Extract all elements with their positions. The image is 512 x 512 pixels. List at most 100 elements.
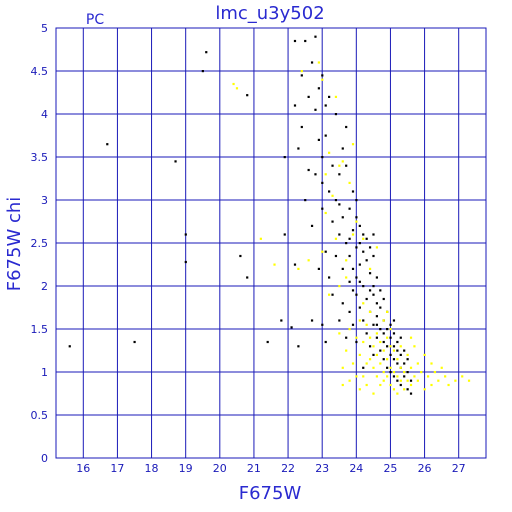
- black-data-point: [321, 156, 324, 159]
- black-data-point: [300, 125, 303, 129]
- yellow-data-point: [351, 233, 355, 236]
- black-data-point: [297, 345, 300, 348]
- black-data-point: [362, 250, 365, 253]
- black-data-point: [399, 353, 402, 356]
- black-data-point: [324, 134, 327, 137]
- black-data-point: [351, 289, 355, 292]
- black-data-point: [351, 267, 355, 270]
- yellow-data-point: [331, 194, 334, 197]
- yellow-data-point: [358, 388, 361, 391]
- yellow-data-point: [232, 82, 235, 86]
- yellow-data-point: [365, 383, 368, 387]
- yellow-data-point: [317, 61, 320, 64]
- black-data-point: [372, 254, 375, 258]
- yellow-data-point: [392, 388, 396, 391]
- yellow-data-point: [338, 285, 341, 288]
- black-data-point: [106, 143, 109, 146]
- black-data-point: [403, 349, 406, 352]
- black-data-point: [317, 267, 320, 270]
- black-data-point: [368, 345, 372, 348]
- yellow-data-point: [341, 160, 344, 163]
- black-data-point: [345, 336, 348, 339]
- yellow-data-point: [403, 388, 406, 391]
- yellow-data-point: [396, 392, 399, 395]
- y-tick-label: 1: [41, 366, 48, 379]
- yellow-data-point: [396, 375, 399, 378]
- yellow-data-point: [413, 345, 416, 348]
- black-data-point: [375, 336, 378, 339]
- black-data-point: [348, 254, 351, 258]
- yellow-data-point: [392, 371, 396, 374]
- black-data-point: [379, 349, 382, 352]
- tick-labels: 16 17 18 19 20 21 22 23 24 25 26 27 0 0.5 1 1.5 2 2.5 3 3.5…: [31, 22, 466, 475]
- yellow-data-point: [372, 366, 375, 369]
- black-data-point: [409, 392, 413, 395]
- x-axis-label: F675W: [239, 483, 302, 504]
- black-data-point: [392, 319, 396, 322]
- yellow-data-point: [389, 366, 392, 369]
- black-data-point: [321, 74, 324, 77]
- yellow-data-point: [420, 371, 423, 374]
- black-data-point: [365, 297, 368, 301]
- black-data-point: [324, 340, 327, 344]
- yellow-data-point: [368, 336, 372, 339]
- black-data-point: [341, 267, 344, 270]
- black-data-point: [406, 358, 409, 361]
- black-data-point: [406, 371, 409, 374]
- yellow-data-point: [345, 259, 348, 262]
- yellow-data-point: [348, 181, 351, 184]
- black-data-point: [399, 383, 402, 387]
- yellow-data-point: [362, 340, 365, 344]
- y-tick-label: 1.5: [31, 323, 49, 336]
- black-data-point: [331, 164, 334, 167]
- yellow-data-point: [358, 353, 361, 356]
- yellow-data-point: [454, 379, 457, 382]
- x-tick-label: 16: [76, 462, 90, 475]
- black-data-point: [345, 125, 348, 129]
- black-data-point: [338, 319, 341, 322]
- black-data-point: [375, 315, 378, 318]
- black-data-point: [389, 371, 392, 374]
- black-data-point: [314, 173, 317, 176]
- black-data-point: [358, 263, 361, 266]
- black-data-point: [355, 340, 358, 344]
- black-data-point: [341, 302, 344, 305]
- black-data-point: [351, 323, 355, 326]
- black-data-point: [365, 332, 368, 335]
- yellow-data-point: [447, 383, 450, 387]
- yellow-data-point: [324, 173, 327, 176]
- black-data-point: [324, 250, 327, 253]
- grid: [55, 27, 487, 459]
- yellow-data-point: [365, 362, 368, 365]
- black-data-point: [317, 87, 320, 90]
- yellow-data-point: [389, 345, 392, 348]
- black-data-point: [386, 328, 389, 331]
- yellow-data-point: [375, 246, 378, 249]
- yellow-data-point: [368, 310, 372, 313]
- black-data-point: [379, 289, 382, 292]
- black-data-point: [355, 199, 358, 202]
- yellow-data-point: [409, 383, 413, 387]
- black-data-point: [375, 302, 378, 305]
- yellow-data-point: [338, 332, 341, 335]
- chart-title: lmc_u3y502: [215, 3, 324, 24]
- black-data-point: [321, 207, 324, 210]
- black-data-point: [409, 379, 413, 382]
- yellow-data-point: [461, 375, 464, 378]
- black-data-point: [314, 35, 317, 38]
- y-tick-label: 3.5: [31, 151, 49, 164]
- black-data-point: [362, 285, 365, 288]
- yellow-data-point: [351, 362, 355, 365]
- black-data-point: [304, 39, 307, 43]
- yellow-data-point: [399, 366, 402, 369]
- black-data-point: [355, 246, 358, 249]
- black-data-point: [355, 293, 358, 296]
- yellow-data-point: [372, 392, 375, 395]
- y-tick-label: 0.5: [31, 409, 49, 422]
- yellow-data-point: [358, 319, 361, 322]
- black-data-point: [368, 272, 372, 275]
- black-data-point: [392, 358, 396, 361]
- black-data-point: [205, 51, 208, 54]
- black-data-point: [386, 345, 389, 348]
- yellow-data-point: [413, 375, 416, 378]
